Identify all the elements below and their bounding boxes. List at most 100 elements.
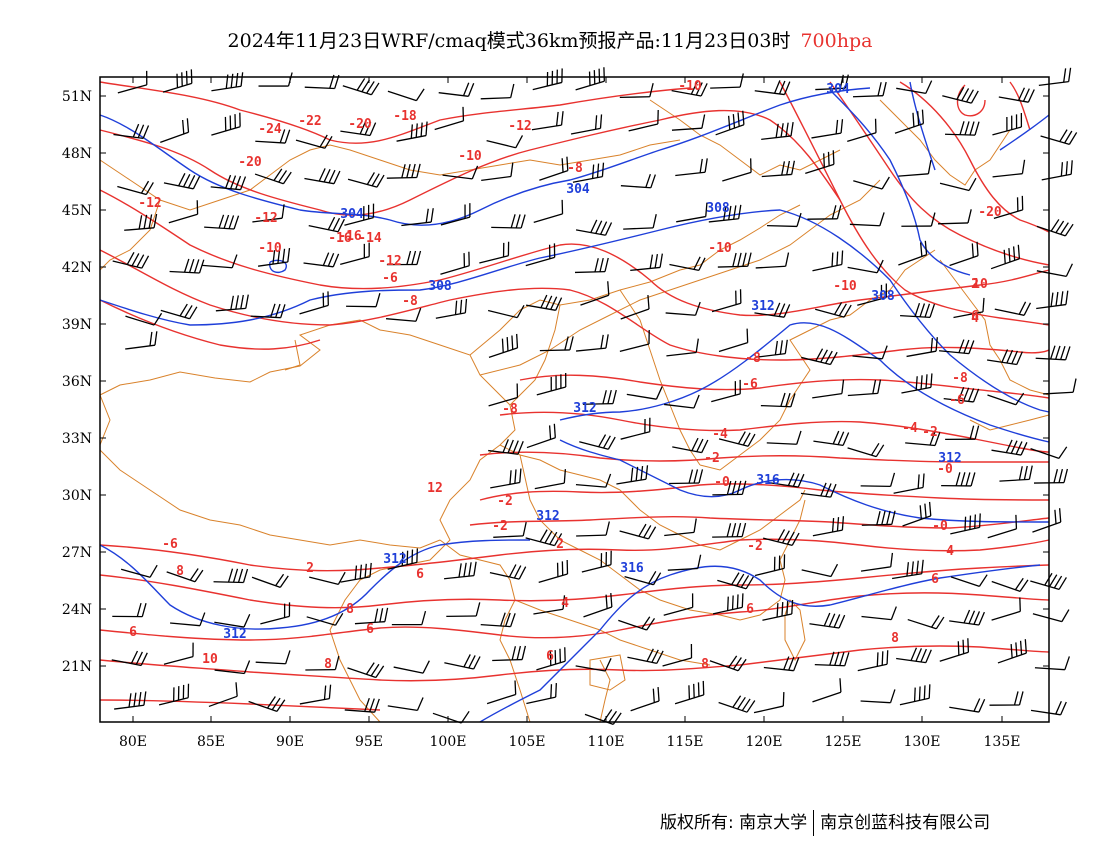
temperature-contour-label: -2 — [747, 539, 763, 554]
wind-barb — [800, 482, 837, 498]
wind-barb — [531, 111, 564, 131]
lon-tick-label: 130E — [904, 734, 941, 750]
wind-barb — [766, 430, 802, 445]
wind-barb — [214, 614, 251, 628]
map-title: 2024年11月23日WRF/cmaq模式36km预报产品:11月23日03时 7… — [0, 26, 1100, 53]
wind-barb — [538, 559, 569, 584]
height-contour-label: 312 — [938, 451, 961, 466]
wind-barb — [401, 208, 434, 227]
wind-barb — [943, 387, 980, 403]
wind-barb — [669, 469, 704, 485]
wind-barb — [112, 251, 150, 269]
wind-barb — [896, 647, 932, 664]
wind-barb — [902, 501, 932, 527]
wind-barb — [440, 251, 470, 275]
lat-tick-label: 45N — [62, 203, 92, 219]
temperature-contour-label: -22 — [298, 114, 321, 129]
wind-barb — [711, 289, 742, 313]
lat-tick-label: 21N — [62, 659, 92, 675]
wind-barb — [112, 602, 147, 618]
wind-barb — [949, 241, 979, 267]
wind-barb — [987, 514, 1018, 539]
wind-barb — [308, 216, 345, 233]
wind-barb — [309, 571, 346, 586]
wind-barb — [939, 339, 975, 355]
wind-barb — [533, 199, 564, 224]
wind-barb — [252, 204, 285, 223]
temperature-contour-label: 4 — [946, 544, 954, 559]
wind-barb — [1036, 290, 1069, 310]
wind-barb — [811, 119, 844, 139]
wind-barb — [160, 118, 190, 144]
temperature-contour-label: -4 — [712, 427, 728, 442]
copyright-company: 南京创蓝科技有限公司 — [820, 813, 991, 833]
wind-barb — [1032, 508, 1062, 533]
wind-barb — [671, 114, 706, 131]
wind-barb — [718, 328, 749, 353]
wind-barb — [299, 291, 329, 315]
wind-barb — [624, 571, 662, 586]
height-contour-label: 312 — [536, 509, 559, 524]
wind-barb — [572, 162, 605, 183]
wind-barb — [117, 70, 148, 94]
temperature-contour-label: 8 — [346, 602, 354, 617]
contour-labels: -24-22 -20-18-20-16 -14-12-12-10-10-8-8-6-… — [129, 79, 1002, 672]
wind-barb — [158, 683, 190, 706]
wind-barb — [809, 612, 846, 629]
temperature-contour-label: -6 — [949, 393, 965, 408]
wind-barb — [760, 392, 796, 408]
wind-barb — [582, 389, 617, 405]
temperature-contour-label: -4 — [902, 421, 918, 436]
wind-barb — [481, 162, 514, 182]
wind-barb — [997, 639, 1027, 664]
lat-tick-label: 24N — [62, 602, 92, 618]
temperature-contour-label: -8 — [502, 402, 518, 417]
wind-barb — [753, 692, 785, 714]
wind-barb — [630, 686, 660, 712]
wind-barb — [852, 81, 887, 98]
wind-barb — [860, 472, 896, 487]
temperature-contour-label: -10 — [708, 241, 732, 256]
temperature-contour-label: -20 — [348, 117, 372, 132]
wind-barb — [942, 86, 979, 104]
wind-barb — [1035, 345, 1071, 361]
wind-barb — [1036, 263, 1073, 277]
wind-barb — [340, 242, 370, 266]
wind-barb — [575, 334, 609, 352]
wind-barb — [124, 213, 158, 231]
wind-barb — [901, 373, 933, 394]
temperature-contour-label: 6 — [416, 567, 424, 582]
temperature-contour-label: -10 — [833, 279, 857, 294]
wind-barb — [438, 82, 475, 97]
wind-barb — [812, 250, 844, 272]
wind-barb — [536, 372, 567, 396]
lon-tick-label: 85E — [197, 734, 225, 750]
wind-barb — [715, 110, 745, 136]
wind-barb — [620, 417, 651, 440]
lat-tick-label: 48N — [62, 146, 92, 162]
wind-barb — [435, 298, 468, 319]
wind-barb — [761, 122, 794, 140]
wind-barb — [346, 293, 381, 308]
temperature-contour-label: -12 — [254, 211, 277, 226]
wind-barb — [672, 437, 709, 454]
wind-barb — [620, 294, 650, 320]
wind-barb — [342, 78, 380, 96]
wind-barb — [852, 345, 888, 360]
temperature-contour-label: 6 — [931, 572, 939, 587]
wind-barb — [163, 173, 201, 190]
wind-barb — [204, 214, 240, 230]
wind-barb — [347, 172, 385, 188]
lon-tick-label: 95E — [355, 734, 383, 750]
wind-barb — [620, 173, 656, 189]
wind-barb — [491, 214, 526, 229]
wind-barb — [1034, 656, 1070, 671]
wind-barb — [991, 577, 1029, 593]
wind-barb — [896, 80, 933, 95]
wind-barb — [991, 597, 1021, 621]
wind-barb — [998, 87, 1035, 103]
wind-barb — [251, 573, 289, 589]
wind-barb — [117, 180, 154, 196]
temperature-contour-label: -16 — [328, 231, 352, 246]
